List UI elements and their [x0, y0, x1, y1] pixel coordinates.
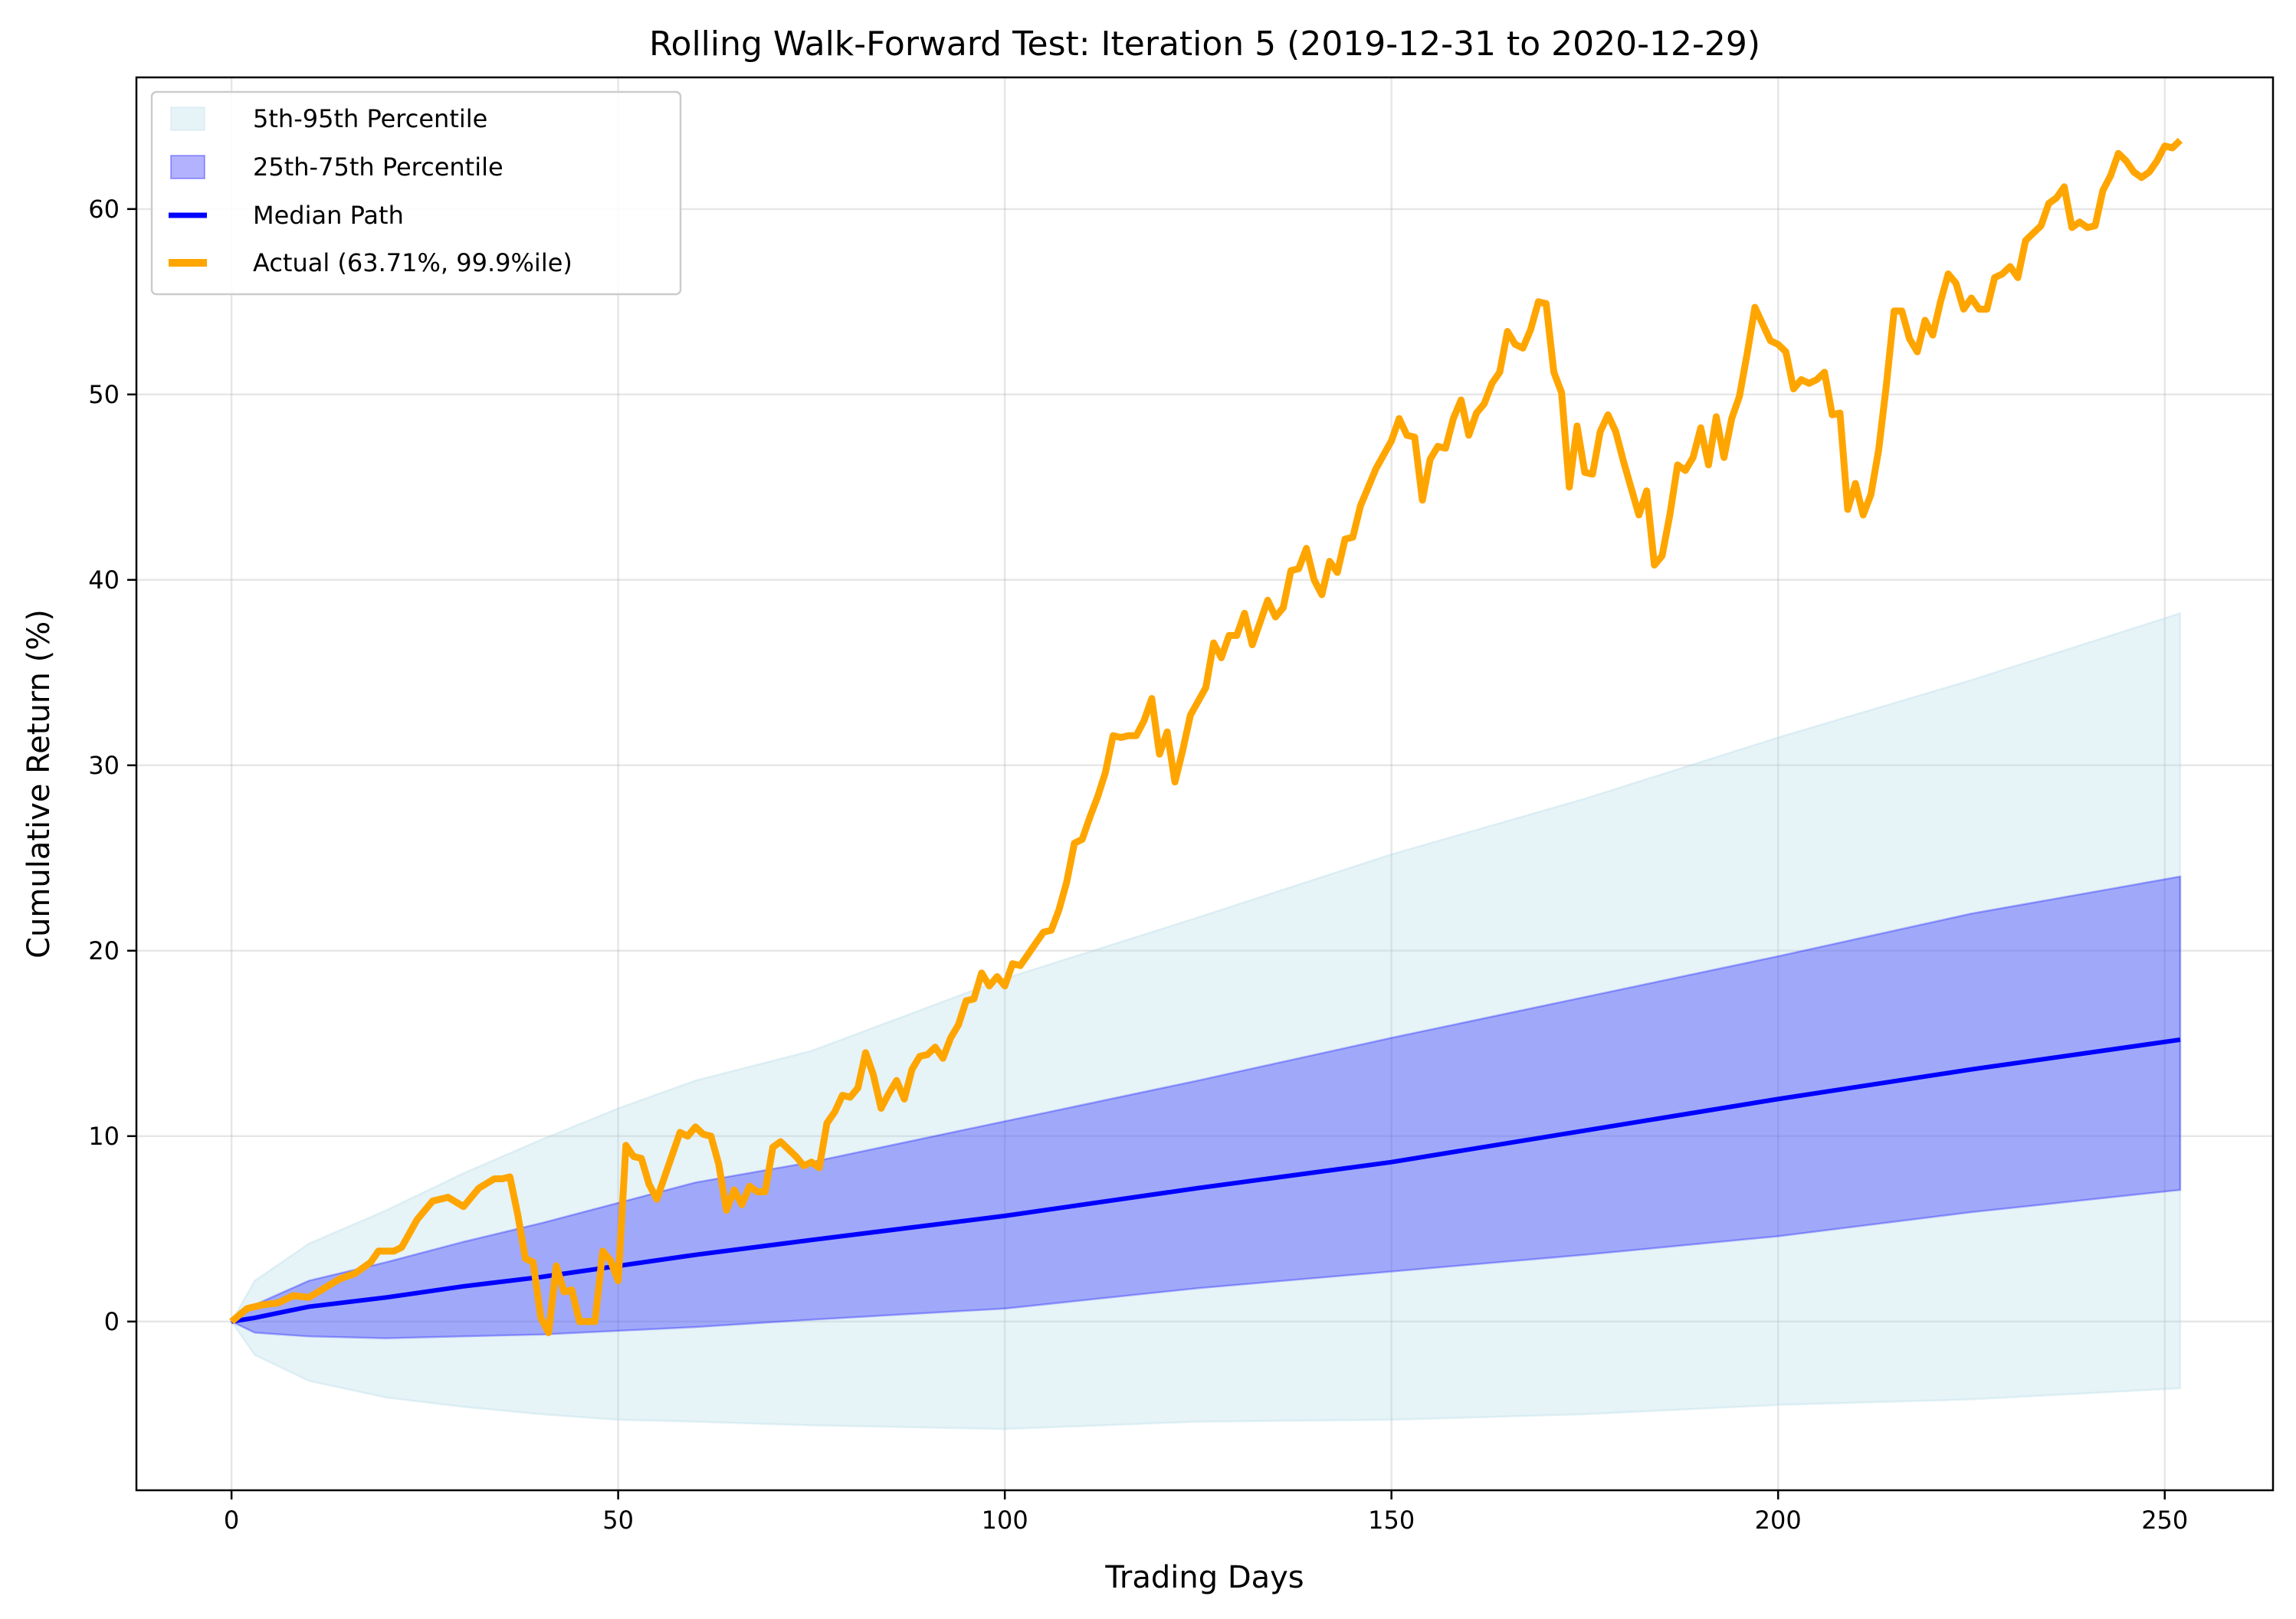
legend-label-5-95: 5th-95th Percentile — [253, 104, 487, 133]
band-25-75 — [229, 875, 2182, 1339]
legend-label-25-75: 25th-75th Percentile — [253, 152, 503, 182]
x-tick-label: 150 — [1368, 1506, 1415, 1535]
legend-box — [150, 90, 682, 296]
y-tick-label: 0 — [104, 1307, 120, 1336]
y-tick-label: 50 — [88, 380, 120, 409]
y-tick-label: 30 — [88, 751, 120, 780]
x-tick-label: 0 — [224, 1506, 239, 1535]
legend: 5th-95th Percentile 25th-75th Percentile… — [150, 90, 682, 296]
median-line — [231, 1037, 2181, 1324]
grid — [136, 77, 2273, 1490]
chart-title: Rolling Walk-Forward Test: Iteration 5 (… — [649, 25, 1760, 64]
band-5-95 — [230, 611, 2182, 1431]
x-tick-label: 250 — [2141, 1506, 2188, 1535]
y-tick-label: 60 — [88, 195, 120, 224]
x-tick-label: 50 — [602, 1506, 634, 1535]
y-axis-label: Cumulative Return (%) — [21, 609, 57, 959]
x-tick-label: 200 — [1755, 1506, 1802, 1535]
x-tick-label: 100 — [982, 1506, 1028, 1535]
y-tick-label: 40 — [88, 565, 120, 595]
legend-label-median: Median Path — [253, 201, 404, 230]
legend-label-actual: Actual (63.71%, 99.9%ile) — [253, 248, 572, 277]
bands — [229, 611, 2182, 1431]
actual-line — [229, 137, 2183, 1336]
lines — [229, 137, 2183, 1336]
legend-swatch-5-95 — [170, 107, 205, 131]
y-tick-label: 10 — [88, 1122, 120, 1151]
plot-frame — [135, 76, 2275, 1492]
y-tick-label: 20 — [88, 936, 120, 965]
x-axis-label: Trading Days — [1104, 1560, 1304, 1595]
ticks: 0 50 100 150 200 250 0 10 20 30 40 50 60 — [88, 195, 2188, 1535]
legend-swatch-25-75 — [170, 155, 205, 179]
